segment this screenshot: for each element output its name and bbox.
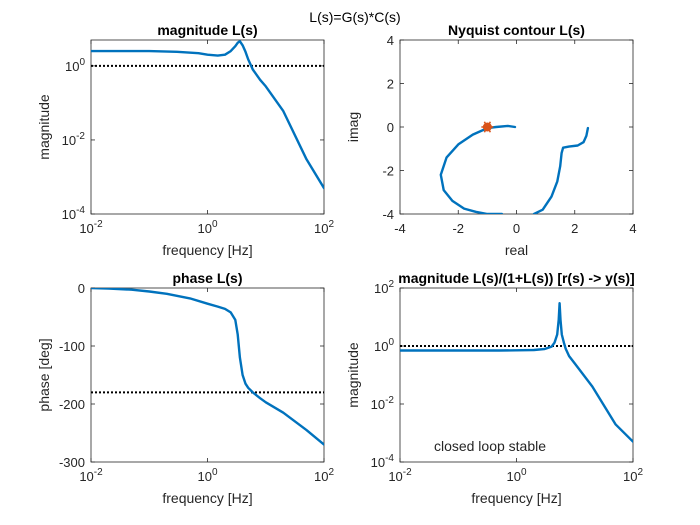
y-tick-label: -2: [382, 164, 394, 179]
critical-point-star: [483, 121, 492, 133]
y-tick-label: 4: [387, 33, 394, 48]
y-tick-label: 0: [78, 281, 85, 296]
figure-title: L(s)=G(s)*C(s): [309, 9, 400, 25]
y-tick-label: 10-4: [371, 453, 395, 470]
y-tick-label: -100: [59, 339, 85, 354]
plot-title: Nyquist contour L(s): [448, 22, 585, 38]
y-axis-label: imag: [345, 112, 361, 142]
x-tick-label: -2: [452, 221, 464, 236]
x-axis-label: real: [505, 242, 528, 258]
x-tick-label: -4: [394, 221, 406, 236]
plot-area: [399, 39, 634, 215]
y-tick-label: 10-4: [62, 205, 86, 222]
plot-area: [399, 287, 634, 463]
y-tick-label: -300: [59, 455, 85, 470]
y-axis-label: magnitude: [36, 94, 52, 160]
series-line-0: [532, 126, 590, 214]
series-line-0: [91, 288, 324, 446]
x-axis-label: frequency [Hz]: [162, 490, 252, 506]
y-tick-label: 0: [387, 120, 394, 135]
x-tick-label: 100: [197, 219, 217, 236]
series-line-0: [91, 40, 324, 190]
y-tick-label: 100: [374, 337, 394, 354]
x-axis-label: frequency [Hz]: [471, 490, 561, 506]
x-tick-label: 100: [506, 467, 526, 484]
nyquist-plot: -4 -2 0 2 4 -4 -2 0 2 4 Nyquist contour L(s) real im…: [345, 22, 637, 258]
x-tick-label: 0: [513, 221, 520, 236]
plot-title: phase L(s): [172, 270, 242, 286]
plot-area: [90, 39, 325, 215]
y-tick-label: -200: [59, 397, 85, 412]
x-tick-label: 102: [314, 219, 334, 236]
phase-plot: 10-2 100 102 -300 -200 -100 0 phase L(s) frequen…: [36, 270, 334, 506]
plot-title: magnitude L(s): [157, 22, 257, 38]
y-axis-label: phase [deg]: [36, 338, 52, 411]
y-tick-label: 10-2: [62, 131, 86, 148]
y-tick-label: 102: [374, 279, 394, 296]
y-tick-label: 2: [387, 77, 394, 92]
plot-area: [90, 287, 325, 463]
y-tick-label: 10-2: [371, 395, 395, 412]
y-tick-label: -4: [382, 207, 394, 222]
x-axis-label: frequency [Hz]: [162, 242, 252, 258]
x-tick-label: 100: [197, 467, 217, 484]
plot-title: magnitude L(s)/(1+L(s)) [r(s) -> y(s)]: [398, 270, 634, 286]
x-tick-label: 2: [571, 221, 578, 236]
x-tick-label: 10-2: [79, 219, 103, 236]
x-tick-label: 10-2: [388, 467, 412, 484]
y-axis-label: magnitude: [345, 342, 361, 408]
x-tick-label: 102: [314, 467, 334, 484]
y-tick-label: 100: [65, 57, 85, 74]
closed-loop-status-label: closed loop stable: [434, 438, 546, 454]
x-tick-label: 4: [629, 221, 636, 236]
x-tick-label: 102: [623, 467, 643, 484]
series-line-0: [400, 302, 633, 443]
x-tick-label: 10-2: [79, 467, 103, 484]
